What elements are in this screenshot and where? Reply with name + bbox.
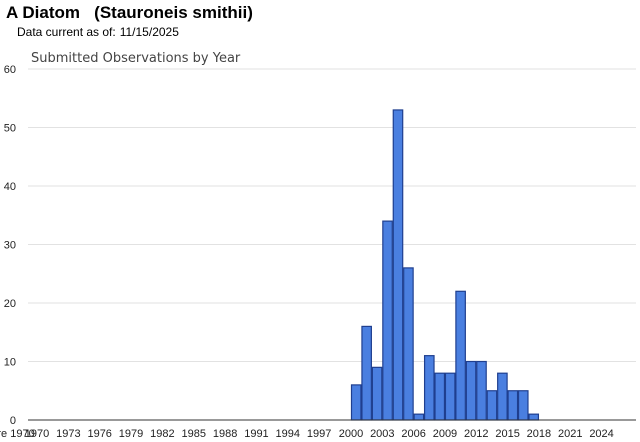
species-title: A Diatom (Stauroneis smithii): [6, 3, 253, 23]
x-tick-label: 1976: [87, 428, 111, 440]
bar-2015: [507, 390, 519, 421]
bar-2010: [455, 290, 466, 421]
bar-2011: [465, 360, 477, 421]
x-tick-label: 2012: [464, 428, 488, 440]
x-tick-label: 2021: [558, 428, 582, 440]
y-tick-label: 20: [4, 298, 16, 310]
x-tick-label: 2000: [339, 428, 363, 440]
y-axis-labels: 0 10 20 30 40 50 60: [4, 64, 16, 427]
y-tick-label: 40: [4, 181, 16, 193]
bar-2017: [528, 413, 540, 421]
x-tick-label: pre 1970: [0, 428, 35, 440]
scientific-name: (Stauroneis smithii): [94, 3, 253, 22]
bar-2000: [350, 384, 362, 421]
y-tick-label: 10: [4, 357, 16, 369]
bar-2008: [434, 372, 446, 421]
bar-2001: [361, 325, 372, 421]
bar-2014: [497, 372, 508, 421]
x-tick-label: 2015: [495, 428, 519, 440]
bar-2005: [403, 267, 414, 421]
y-tick-label: 0: [10, 415, 16, 427]
x-tick-label: 1991: [244, 428, 268, 440]
x-tick-label: 2003: [370, 428, 394, 440]
bar-2016: [517, 390, 529, 421]
bar-2012: [476, 360, 487, 421]
bar-2009: [444, 372, 456, 421]
x-tick-label: 1973: [56, 428, 80, 440]
x-tick-label: 1988: [213, 428, 237, 440]
data-currency-date: 11/15/2025: [119, 25, 179, 39]
bar-2013: [486, 390, 498, 421]
x-tick-label: 1994: [276, 428, 300, 440]
x-tick-label: 1970: [25, 428, 49, 440]
x-tick-label: 1997: [307, 428, 331, 440]
bar-2004: [392, 109, 404, 421]
common-name: A Diatom: [6, 3, 80, 22]
x-tick-label: 2024: [589, 428, 613, 440]
data-currency-note: Data current as of: 11/15/2025: [17, 25, 179, 39]
y-tick-label: 30: [4, 240, 16, 252]
x-tick-label: 2018: [527, 428, 551, 440]
chart-title: Submitted Observations by Year: [31, 51, 241, 66]
chart-bars: [350, 109, 540, 421]
data-currency-label: Data current as of:: [17, 25, 116, 39]
bar-2006: [413, 413, 425, 421]
x-tick-label: 1985: [182, 428, 206, 440]
observations-chart: Submitted Observations by Year 0 10 20 30 40…: [0, 51, 636, 440]
bar-2002: [371, 366, 383, 421]
x-tick-label: 1979: [119, 428, 143, 440]
bar-2007: [423, 355, 435, 421]
y-tick-label: 50: [4, 123, 16, 135]
y-tick-label: 60: [4, 64, 16, 76]
x-tick-label: 1982: [150, 428, 174, 440]
x-tick-label: 2009: [433, 428, 457, 440]
x-tick-label: 2006: [401, 428, 425, 440]
bar-2003: [382, 220, 393, 421]
chart-gridlines: [28, 68, 636, 362]
